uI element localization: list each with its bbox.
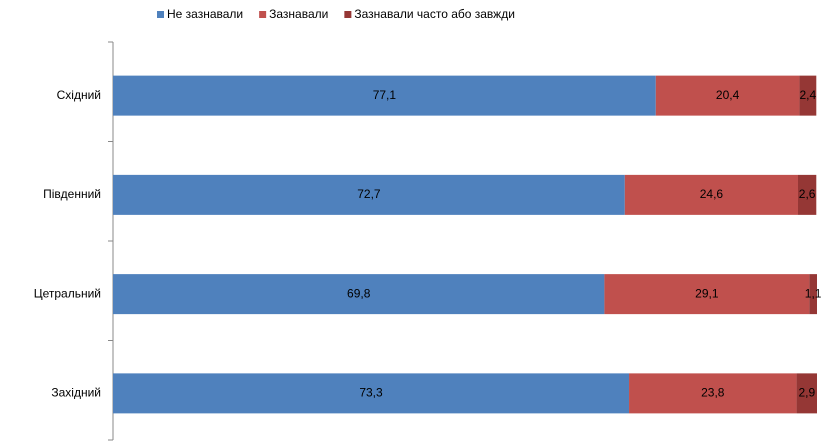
y-tick-label: Південний — [43, 187, 101, 201]
value-label: 73,3 — [359, 386, 383, 400]
bar-segment — [797, 174, 817, 215]
bar-segment — [113, 174, 625, 215]
bar-segment — [809, 274, 817, 315]
y-tick-label: Цетральний — [34, 286, 101, 300]
value-label: 2,6 — [799, 187, 816, 201]
bar-segment — [113, 274, 605, 315]
value-label: 2,9 — [798, 386, 815, 400]
value-label: 20,4 — [716, 88, 740, 102]
bar-segment — [113, 373, 630, 414]
value-label: 2,4 — [800, 88, 817, 102]
bar-segment — [113, 75, 656, 116]
bar-segment — [655, 75, 800, 116]
bar-segment — [604, 274, 810, 315]
value-label: 24,6 — [700, 187, 724, 201]
value-label: 77,1 — [373, 88, 397, 102]
value-label: 1,1 — [805, 286, 822, 300]
y-tick-label: Східний — [57, 88, 101, 102]
legend-label: Не зазнавали — [167, 7, 243, 21]
value-label: 72,7 — [357, 187, 381, 201]
legend-label: Зазнавали — [269, 7, 328, 21]
value-label: 23,8 — [701, 386, 725, 400]
value-label: 29,1 — [695, 286, 719, 300]
legend-swatch — [344, 11, 352, 18]
legend-label: Зазнавали часто або завжди — [354, 7, 515, 21]
legend-swatch — [259, 11, 267, 18]
value-label: 69,8 — [347, 286, 371, 300]
bar-segment — [629, 373, 797, 414]
legend-swatch — [157, 11, 164, 18]
bar-segment — [624, 174, 798, 215]
bar-segment — [796, 373, 817, 414]
bar-segment — [799, 75, 817, 116]
y-tick-label: Західний — [51, 386, 101, 400]
